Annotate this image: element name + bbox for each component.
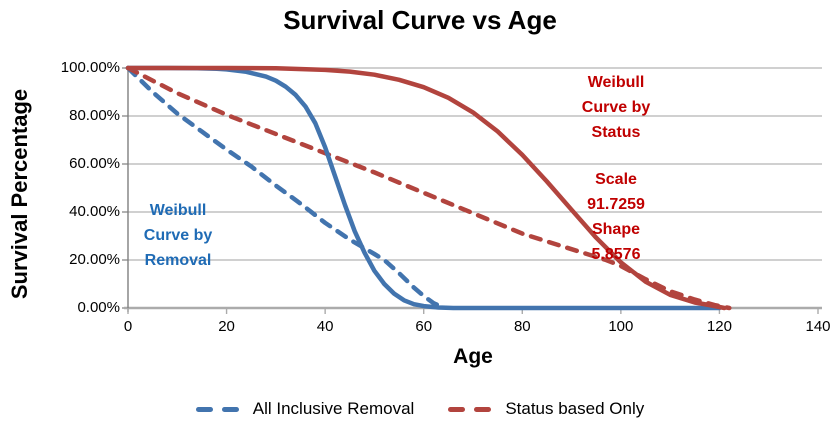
curve-weibull-curve-by-status — [125, 65, 727, 311]
annotation-line: Weibull — [149, 202, 207, 219]
x-tick-label: 140 — [805, 318, 831, 335]
chart-title: Survival Curve vs Age — [283, 5, 557, 35]
x-tick-label: 60 — [415, 318, 433, 335]
y-tick-label: 40.00% — [69, 203, 120, 220]
annotation-weibull-curve-by-removal: Weibull Curve by Removal — [126, 198, 230, 273]
annotation-line: Status — [591, 124, 641, 141]
y-tick-label: 0.00% — [77, 299, 120, 316]
y-tick-label: 60.00% — [69, 155, 120, 172]
annotation-line: Scale — [595, 171, 637, 188]
annotation-line: 91.7259 — [587, 196, 645, 213]
legend-dash-marker-all-inclusive-removal — [195, 406, 239, 412]
annotation-line: Curve by — [581, 99, 651, 116]
x-axis-title: Age — [453, 345, 493, 368]
y-tick-label: 20.00% — [69, 251, 120, 268]
y-tick-label: 80.00% — [69, 107, 120, 124]
annotation-line: Curve by — [143, 227, 213, 244]
y-tick-label: 100.00% — [60, 59, 120, 76]
annotation-line: Shape — [591, 221, 640, 238]
x-tick-label: 80 — [513, 318, 531, 335]
x-tick-label: 40 — [316, 318, 334, 335]
annotation-line: Removal — [144, 252, 212, 269]
legend-label-status-based-only: Status based Only — [505, 399, 645, 418]
x-tick-label: 0 — [123, 318, 133, 335]
legend-label-all-inclusive-removal: All Inclusive Removal — [252, 399, 415, 418]
legend: All Inclusive Removal Status based Only — [0, 399, 840, 419]
curve-all-inclusive-removal — [125, 65, 446, 310]
x-tick-label: 120 — [706, 318, 732, 335]
annotation-line: 5.8576 — [591, 246, 641, 263]
legend-dash-marker-status-based-only — [448, 406, 492, 412]
annotation-line: Weibull — [587, 74, 645, 91]
curve-status-based-only — [125, 65, 732, 311]
annotation-weibull-parameters: Scale 91.7259 Shape 5.8576 — [558, 167, 674, 267]
x-tick-label: 100 — [608, 318, 634, 335]
x-tick-label: 20 — [218, 318, 235, 335]
annotation-weibull-curve-by-status: Weibull Curve by Status — [558, 70, 674, 145]
